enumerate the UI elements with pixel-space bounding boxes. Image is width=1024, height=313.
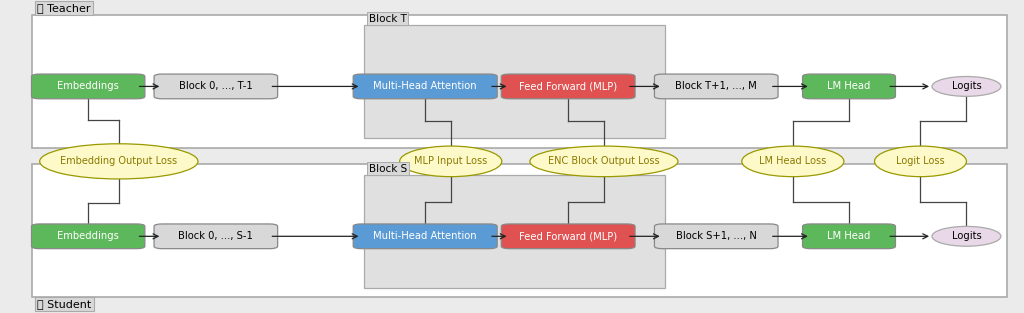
Text: Block S+1, ..., N: Block S+1, ..., N bbox=[676, 231, 757, 241]
FancyBboxPatch shape bbox=[502, 224, 635, 249]
Text: 🧸 Teacher: 🧸 Teacher bbox=[37, 3, 91, 13]
FancyBboxPatch shape bbox=[654, 74, 778, 99]
Text: Logits: Logits bbox=[951, 81, 981, 91]
Text: ENC Block Output Loss: ENC Block Output Loss bbox=[548, 156, 659, 167]
FancyBboxPatch shape bbox=[654, 224, 778, 249]
FancyBboxPatch shape bbox=[803, 224, 895, 249]
Ellipse shape bbox=[932, 226, 1000, 246]
Text: 🧸 Student: 🧸 Student bbox=[37, 299, 91, 309]
Text: LM Head: LM Head bbox=[827, 231, 870, 241]
Text: LM Head Loss: LM Head Loss bbox=[759, 156, 826, 167]
Text: MLP Input Loss: MLP Input Loss bbox=[414, 156, 487, 167]
Text: Embeddings: Embeddings bbox=[57, 81, 119, 91]
Text: Logit Loss: Logit Loss bbox=[896, 156, 945, 167]
Text: Feed Forward (MLP): Feed Forward (MLP) bbox=[519, 81, 617, 91]
FancyBboxPatch shape bbox=[502, 74, 635, 99]
FancyBboxPatch shape bbox=[32, 14, 1008, 148]
Text: Block 0, ..., T-1: Block 0, ..., T-1 bbox=[179, 81, 253, 91]
Text: Embedding Output Loss: Embedding Output Loss bbox=[60, 156, 177, 167]
Text: Logits: Logits bbox=[951, 231, 981, 241]
FancyBboxPatch shape bbox=[353, 74, 498, 99]
Ellipse shape bbox=[741, 146, 844, 177]
Ellipse shape bbox=[529, 146, 678, 177]
FancyBboxPatch shape bbox=[32, 224, 144, 249]
Ellipse shape bbox=[399, 146, 502, 177]
FancyBboxPatch shape bbox=[803, 74, 895, 99]
FancyBboxPatch shape bbox=[154, 224, 278, 249]
Ellipse shape bbox=[40, 144, 198, 179]
FancyBboxPatch shape bbox=[32, 74, 144, 99]
Text: Embeddings: Embeddings bbox=[57, 231, 119, 241]
Text: Feed Forward (MLP): Feed Forward (MLP) bbox=[519, 231, 617, 241]
FancyBboxPatch shape bbox=[154, 74, 278, 99]
Ellipse shape bbox=[874, 146, 967, 177]
Text: Multi-Head Attention: Multi-Head Attention bbox=[374, 81, 477, 91]
FancyBboxPatch shape bbox=[364, 175, 666, 288]
Text: Multi-Head Attention: Multi-Head Attention bbox=[374, 231, 477, 241]
FancyBboxPatch shape bbox=[364, 25, 666, 138]
FancyBboxPatch shape bbox=[32, 164, 1008, 297]
Text: Block 0, ..., S-1: Block 0, ..., S-1 bbox=[178, 231, 253, 241]
Text: LM Head: LM Head bbox=[827, 81, 870, 91]
FancyBboxPatch shape bbox=[353, 224, 498, 249]
Text: Block S: Block S bbox=[369, 164, 408, 174]
Text: Block T+1, ..., M: Block T+1, ..., M bbox=[676, 81, 757, 91]
Text: Block T: Block T bbox=[369, 14, 407, 24]
Ellipse shape bbox=[932, 76, 1000, 96]
